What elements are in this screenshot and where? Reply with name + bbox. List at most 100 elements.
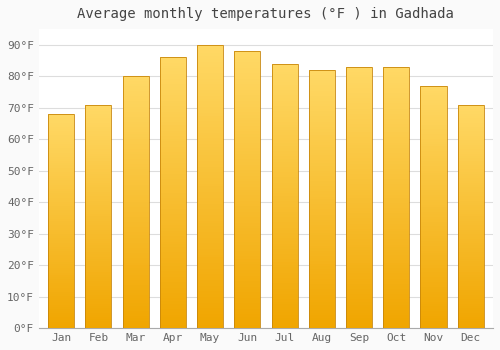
Bar [420, 159, 446, 161]
Bar [48, 313, 74, 315]
Bar [86, 308, 112, 310]
Bar [420, 222, 446, 224]
Bar [308, 194, 335, 196]
Bar [420, 299, 446, 301]
Bar [383, 192, 409, 195]
Bar [420, 168, 446, 170]
Bar [346, 142, 372, 145]
Bar [160, 57, 186, 328]
Bar [458, 118, 483, 120]
Bar [308, 70, 335, 72]
Bar [86, 313, 112, 315]
Bar [420, 180, 446, 183]
Bar [308, 305, 335, 308]
Bar [48, 140, 74, 142]
Bar [122, 86, 148, 89]
Bar [234, 137, 260, 140]
Bar [383, 80, 409, 83]
Bar [346, 258, 372, 260]
Bar [234, 326, 260, 328]
Bar [122, 318, 148, 321]
Bar [346, 119, 372, 122]
Bar [122, 147, 148, 149]
Bar [383, 83, 409, 85]
Bar [458, 306, 483, 308]
Bar [383, 140, 409, 143]
Bar [197, 82, 223, 84]
Bar [383, 166, 409, 169]
Bar [122, 265, 148, 268]
Bar [122, 84, 148, 86]
Bar [160, 128, 186, 131]
Bar [160, 141, 186, 144]
Bar [197, 326, 223, 328]
Bar [48, 249, 74, 251]
Bar [420, 100, 446, 103]
Bar [86, 167, 112, 169]
Bar [197, 201, 223, 203]
Bar [383, 184, 409, 187]
Bar [122, 225, 148, 228]
Bar [234, 220, 260, 223]
Bar [234, 298, 260, 301]
Bar [346, 166, 372, 169]
Bar [86, 183, 112, 185]
Bar [383, 250, 409, 252]
Bar [86, 225, 112, 228]
Bar [86, 317, 112, 319]
Bar [86, 127, 112, 129]
Bar [458, 192, 483, 194]
Bar [122, 182, 148, 184]
Bar [234, 309, 260, 312]
Bar [458, 324, 483, 326]
Bar [346, 213, 372, 216]
Bar [383, 213, 409, 216]
Bar [308, 83, 335, 85]
Bar [234, 93, 260, 96]
Bar [346, 156, 372, 158]
Bar [86, 214, 112, 216]
Bar [308, 271, 335, 274]
Bar [48, 176, 74, 178]
Bar [86, 196, 112, 198]
Bar [383, 203, 409, 205]
Bar [458, 274, 483, 277]
Bar [308, 181, 335, 184]
Bar [383, 265, 409, 268]
Bar [383, 239, 409, 242]
Bar [160, 125, 186, 128]
Bar [86, 234, 112, 237]
Bar [48, 292, 74, 294]
Bar [458, 147, 483, 149]
Bar [346, 315, 372, 318]
Bar [346, 124, 372, 127]
Bar [197, 127, 223, 130]
Bar [346, 77, 372, 80]
Bar [308, 142, 335, 145]
Bar [272, 108, 297, 111]
Bar [308, 186, 335, 189]
Bar [383, 252, 409, 255]
Bar [160, 131, 186, 133]
Bar [234, 187, 260, 190]
Bar [420, 122, 446, 125]
Bar [346, 106, 372, 108]
Bar [272, 212, 297, 215]
Bar [234, 203, 260, 206]
Bar [234, 278, 260, 281]
Bar [383, 218, 409, 221]
Bar [160, 114, 186, 117]
Bar [346, 158, 372, 161]
Bar [308, 72, 335, 75]
Title: Average monthly temperatures (°F ) in Gadhada: Average monthly temperatures (°F ) in Ga… [78, 7, 454, 21]
Bar [272, 167, 297, 169]
Bar [86, 107, 112, 109]
Bar [346, 208, 372, 211]
Bar [86, 154, 112, 156]
Bar [234, 159, 260, 162]
Bar [48, 116, 74, 118]
Bar [197, 141, 223, 144]
Bar [197, 116, 223, 119]
Bar [272, 288, 297, 291]
Bar [234, 148, 260, 151]
